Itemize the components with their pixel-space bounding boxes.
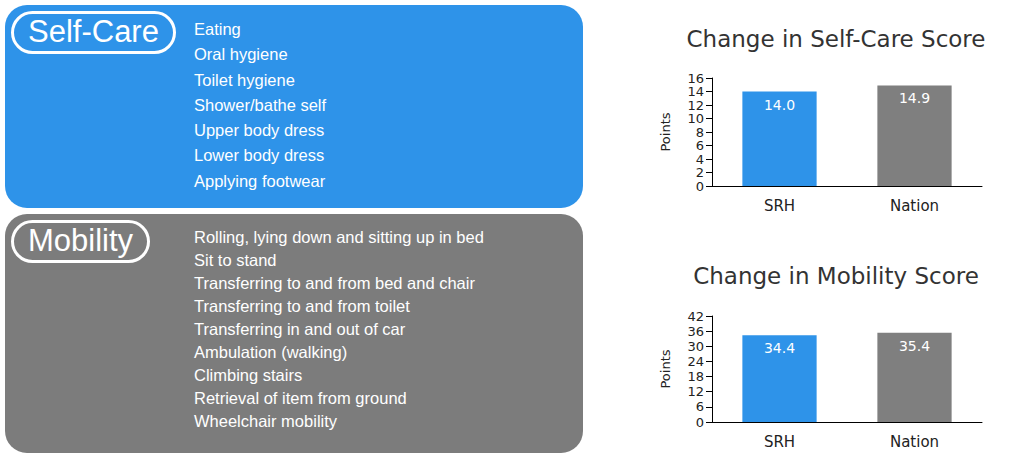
svg-text:SRH: SRH — [764, 197, 795, 215]
html-text:Lower body dress: Lower body dress — [194, 146, 325, 165]
svg-text:34.4: 34.4 — [764, 340, 795, 356]
html-text:Self-Care: Self-Care — [28, 14, 159, 49]
svg-text:14.9: 14.9 — [899, 90, 930, 106]
html-text:Transferring in and out of car: Transferring in and out of car — [194, 320, 406, 338]
svg-text:6: 6 — [696, 138, 704, 153]
svg-text:Nation: Nation — [890, 433, 939, 451]
svg-text:12: 12 — [687, 384, 704, 399]
html-text:Eating: Eating — [194, 20, 241, 38]
svg-text:35.4: 35.4 — [899, 338, 930, 354]
html-text:Toilet hygiene: Toilet hygiene — [194, 70, 295, 89]
html-text:Transferring to and from bed a: Transferring to and from bed and chair — [194, 274, 475, 292]
svg-text:8: 8 — [696, 125, 704, 140]
html-text:Applying footwear: Applying footwear — [194, 171, 326, 190]
svg-text:6: 6 — [696, 399, 704, 414]
svg-text:18: 18 — [687, 369, 704, 384]
svg-text:Change in Self-Care Score: Change in Self-Care Score — [687, 26, 986, 52]
html-text:Rolling, lying down and sittin: Rolling, lying down and sitting up in be… — [194, 228, 484, 246]
svg-text:Points: Points — [658, 349, 673, 388]
svg-text:42: 42 — [687, 309, 704, 324]
html-text:Shower/bathe self: Shower/bathe self — [194, 95, 327, 114]
html-text:Sit to stand: Sit to stand — [194, 251, 277, 269]
svg-text:Change in Mobility Score: Change in Mobility Score — [693, 263, 979, 289]
svg-text:14: 14 — [687, 84, 704, 99]
svg-text:12: 12 — [687, 98, 704, 113]
svg-text:14.0: 14.0 — [764, 97, 795, 113]
html-text:Wheelchair mobility: Wheelchair mobility — [194, 412, 337, 430]
svg-text:2: 2 — [696, 165, 704, 180]
svg-text:16: 16 — [687, 71, 704, 86]
html-text:Ambulation (walking): Ambulation (walking) — [194, 343, 348, 361]
svg-text:Nation: Nation — [890, 197, 939, 215]
svg-text:36: 36 — [687, 324, 704, 339]
svg-text:0: 0 — [696, 415, 704, 430]
html-text:Retrieval of item from ground: Retrieval of item from ground — [194, 389, 407, 407]
html-text:Climbing stairs: Climbing stairs — [194, 366, 303, 384]
svg-text:0: 0 — [696, 179, 704, 194]
svg-text:4: 4 — [696, 152, 704, 167]
svg-text:10: 10 — [687, 111, 704, 126]
svg-text:24: 24 — [687, 354, 704, 369]
html-text:Mobility: Mobility — [28, 223, 134, 258]
svg-text:SRH: SRH — [764, 433, 795, 451]
html-text:Upper body dress: Upper body dress — [194, 121, 325, 140]
svg-text:30: 30 — [687, 339, 704, 354]
html-text:Oral hygiene: Oral hygiene — [194, 45, 288, 64]
svg-text:Points: Points — [658, 112, 673, 151]
html-text:Transferring to and from toile: Transferring to and from toilet — [194, 297, 410, 315]
